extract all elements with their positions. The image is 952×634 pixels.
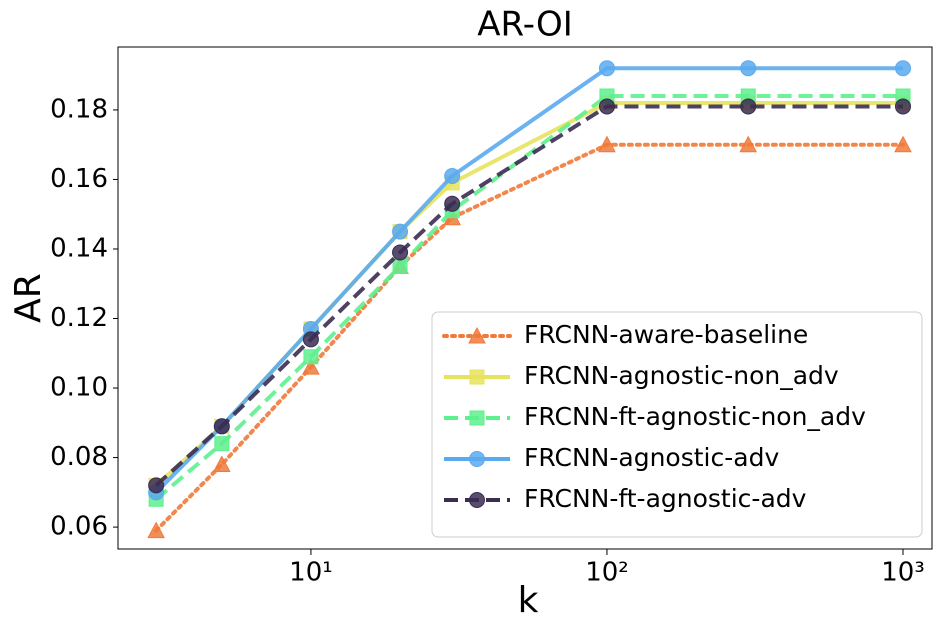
data-point <box>598 135 616 153</box>
series-line <box>154 94 904 501</box>
series-line <box>154 104 904 487</box>
data-point <box>212 455 231 473</box>
legend-marker <box>468 326 486 344</box>
data-point <box>392 244 409 261</box>
data-point <box>740 98 757 115</box>
data-point <box>444 195 461 212</box>
legend: FRCNN-aware-baseline FRCNN-agnostic-non_a… <box>431 311 923 538</box>
legend-marker <box>469 410 485 426</box>
legend-label: FRCNN-agnostic-non_adv <box>524 361 839 390</box>
legend-label: FRCNN-agnostic-adv <box>524 443 779 472</box>
x-tick-label: 10³ <box>881 558 925 588</box>
legend-marker <box>469 451 485 467</box>
legend-box <box>431 311 923 538</box>
legend-label: FRCNN-ft-agnostic-adv <box>524 484 807 513</box>
data-point <box>895 60 912 77</box>
y-tick-label: 0.14 <box>50 233 108 263</box>
y-tick-label: 0.18 <box>50 94 108 124</box>
x-axis-label: k <box>518 580 539 621</box>
plot-frame <box>117 46 933 550</box>
data-point <box>444 167 461 184</box>
data-point <box>739 135 758 153</box>
legend-label: FRCNN-ft-agnostic-non_adv <box>524 402 866 431</box>
x-tick-label: 10² <box>585 558 629 588</box>
data-point <box>303 349 319 365</box>
data-point <box>302 331 319 348</box>
legend-marker <box>469 492 485 508</box>
data-point <box>740 60 757 77</box>
data-point <box>148 477 165 494</box>
y-tick-label: 0.06 <box>50 512 108 542</box>
y-tick-label: 0.16 <box>50 164 108 194</box>
data-point <box>598 98 615 115</box>
data-point <box>392 258 408 274</box>
legend-marker <box>469 369 485 385</box>
data-point <box>302 358 320 375</box>
data-point <box>894 135 912 153</box>
chart-title: AR-OI <box>477 5 573 45</box>
series-line <box>154 142 906 533</box>
data-point <box>214 436 230 452</box>
y-tick-label: 0.08 <box>50 442 108 472</box>
data-point <box>147 521 165 539</box>
y-tick-label: 0.12 <box>50 303 108 333</box>
x-tick-label: 10¹ <box>289 558 333 588</box>
data-point <box>598 60 615 77</box>
data-point <box>895 98 912 115</box>
legend-label: FRCNN-aware-baseline <box>524 320 808 349</box>
data-point <box>213 418 230 435</box>
y-axis-label: AR <box>8 273 49 323</box>
data-point <box>392 223 409 240</box>
y-tick-label: 0.10 <box>50 373 108 403</box>
